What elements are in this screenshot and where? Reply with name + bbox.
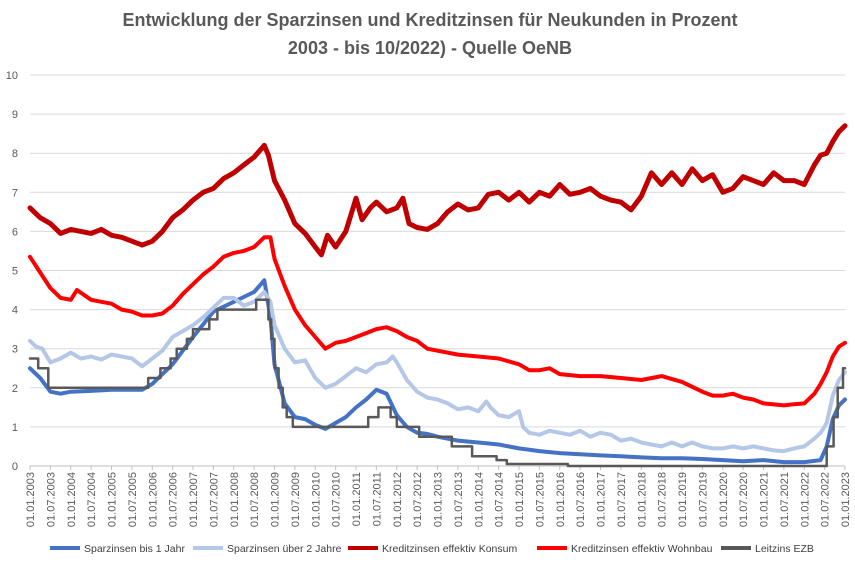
x-tick-label: 01.01.2015 bbox=[514, 472, 526, 527]
x-tick-label: 01.01.2019 bbox=[677, 472, 689, 527]
y-tick-label: 7 bbox=[12, 187, 18, 199]
x-tick-label: 01.01.2009 bbox=[270, 472, 282, 527]
x-tick-label: 01.07.2013 bbox=[453, 472, 465, 527]
x-tick-label: 01.07.2015 bbox=[534, 472, 546, 527]
x-tick-label: 01.01.2017 bbox=[596, 472, 608, 527]
x-tick-label: 01.01.2021 bbox=[759, 472, 771, 527]
legend-label: Kreditzinsen effektiv Konsum bbox=[382, 543, 517, 555]
x-tick-label: 01.01.2003 bbox=[25, 472, 37, 527]
y-tick-label: 1 bbox=[12, 422, 18, 434]
x-tick-label: 01.07.2005 bbox=[127, 472, 139, 527]
y-tick-label: 5 bbox=[12, 266, 18, 278]
x-tick-label: 01.07.2009 bbox=[290, 472, 302, 527]
x-tick-label: 01.01.2022 bbox=[799, 472, 811, 527]
x-tick-label: 01.07.2016 bbox=[575, 472, 587, 527]
x-tick-label: 01.01.2007 bbox=[188, 472, 200, 527]
x-tick-label: 01.07.2003 bbox=[45, 472, 57, 527]
series-line-4 bbox=[28, 235, 847, 408]
chart-title-line-1: Entwicklung der Sparzinsen und Kreditzin… bbox=[122, 10, 737, 30]
x-tick-label: 01.01.2018 bbox=[636, 472, 648, 527]
x-tick-label: 01.01.2023 bbox=[840, 472, 852, 527]
x-tick-label: 01.07.2007 bbox=[208, 472, 220, 527]
legend: Sparzinsen bis 1 Jahr Sparzinsen über 2 J… bbox=[50, 543, 814, 555]
x-tick-label: 01.07.2021 bbox=[779, 472, 791, 527]
series-lines bbox=[27, 123, 848, 468]
x-tick-label: 01.01.2012 bbox=[392, 472, 404, 527]
series-line-5 bbox=[28, 298, 847, 468]
x-axis: 01.01.2003 01.07.2003 01.01.2004 01.07.2004… bbox=[25, 465, 852, 527]
x-tick-label: 01.01.2020 bbox=[718, 472, 730, 527]
x-tick-label: 01.07.2006 bbox=[168, 472, 180, 527]
y-tick-label: 10 bbox=[6, 70, 18, 82]
x-tick-label: 01.07.2017 bbox=[616, 472, 628, 527]
x-tick-label: 01.07.2022 bbox=[820, 472, 832, 527]
x-tick-label: 01.01.2005 bbox=[107, 472, 119, 527]
x-tick-label: 01.01.2010 bbox=[310, 472, 322, 527]
series-line-3 bbox=[27, 123, 848, 258]
y-tick-label: 9 bbox=[12, 109, 18, 121]
x-tick-label: 01.07.2004 bbox=[86, 472, 98, 527]
gridlines bbox=[30, 74, 845, 467]
y-tick-label: 2 bbox=[12, 383, 18, 395]
series-line-1 bbox=[28, 278, 847, 465]
y-tick-label: 8 bbox=[12, 148, 18, 160]
series-line-2 bbox=[28, 290, 847, 454]
x-tick-label: 01.07.2010 bbox=[331, 472, 343, 527]
x-tick-label: 01.01.2006 bbox=[147, 472, 159, 527]
y-tick-label: 3 bbox=[12, 344, 18, 356]
x-tick-label: 01.07.2012 bbox=[412, 472, 424, 527]
x-tick-label: 01.01.2011 bbox=[351, 472, 363, 526]
x-tick-label: 01.07.2014 bbox=[494, 472, 506, 527]
x-tick-label: 01.01.2008 bbox=[229, 472, 241, 527]
x-tick-label: 01.07.2019 bbox=[697, 472, 709, 527]
x-tick-label: 01.01.2013 bbox=[433, 472, 445, 527]
y-tick-label: 4 bbox=[12, 305, 18, 317]
x-tick-label: 01.01.2004 bbox=[66, 472, 78, 527]
legend-label: Sparzinsen über 2 Jahre bbox=[227, 543, 342, 555]
x-tick-label: 01.07.2018 bbox=[657, 472, 669, 527]
x-tick-label: 01.07.2008 bbox=[249, 472, 261, 527]
y-axis: 0 1 2 3 4 5 6 7 8 9 10 bbox=[6, 70, 18, 473]
x-tick-label: 01.07.2011 bbox=[371, 472, 383, 526]
chart-title-line-2: 2003 - bis 10/2022) - Quelle OeNB bbox=[288, 38, 572, 58]
legend-label: Kreditzinsen effektiv Wohnbau bbox=[571, 543, 713, 555]
x-tick-label: 01.07.2020 bbox=[738, 472, 750, 527]
x-tick-label: 01.01.2016 bbox=[555, 472, 567, 527]
legend-label: Sparzinsen bis 1 Jahr bbox=[84, 543, 185, 555]
y-tick-label: 6 bbox=[12, 226, 18, 238]
y-tick-label: 0 bbox=[12, 461, 18, 473]
legend-label: Leitzins EZB bbox=[755, 543, 814, 555]
x-tick-label: 01.01.2014 bbox=[473, 472, 485, 527]
